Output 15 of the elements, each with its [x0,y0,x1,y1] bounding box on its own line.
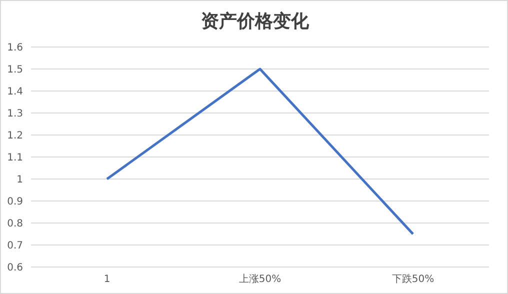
y-tick-label: 0.9 [7,196,23,208]
y-tick-label: 1.4 [7,86,23,98]
y-tick-label: 0.6 [7,262,23,274]
y-tick-label: 1.1 [7,152,23,164]
y-tick-label: 1.3 [7,108,23,120]
x-tick-label: 1 [104,274,110,286]
y-tick-label: 1.6 [7,42,23,54]
y-tick-label: 0.8 [7,218,23,230]
y-tick-label: 1.2 [7,130,23,142]
y-tick-label: 1.5 [7,64,23,76]
x-tick-label: 上涨50% [238,273,282,286]
y-tick-label: 0.7 [7,240,23,252]
y-tick-label: 1 [16,174,23,186]
x-tick-label: 下跌50% [392,273,434,286]
chart-title: 资产价格变化 [200,10,310,33]
